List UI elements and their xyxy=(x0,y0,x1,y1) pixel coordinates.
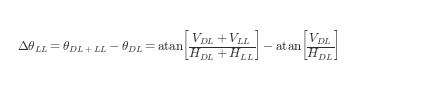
Text: $\Delta\theta_{LL} = \theta_{DL+LL} - \theta_{DL} = \mathrm{atan}\left[\dfrac{V_: $\Delta\theta_{LL} = \theta_{DL+LL} - \t… xyxy=(17,28,339,62)
